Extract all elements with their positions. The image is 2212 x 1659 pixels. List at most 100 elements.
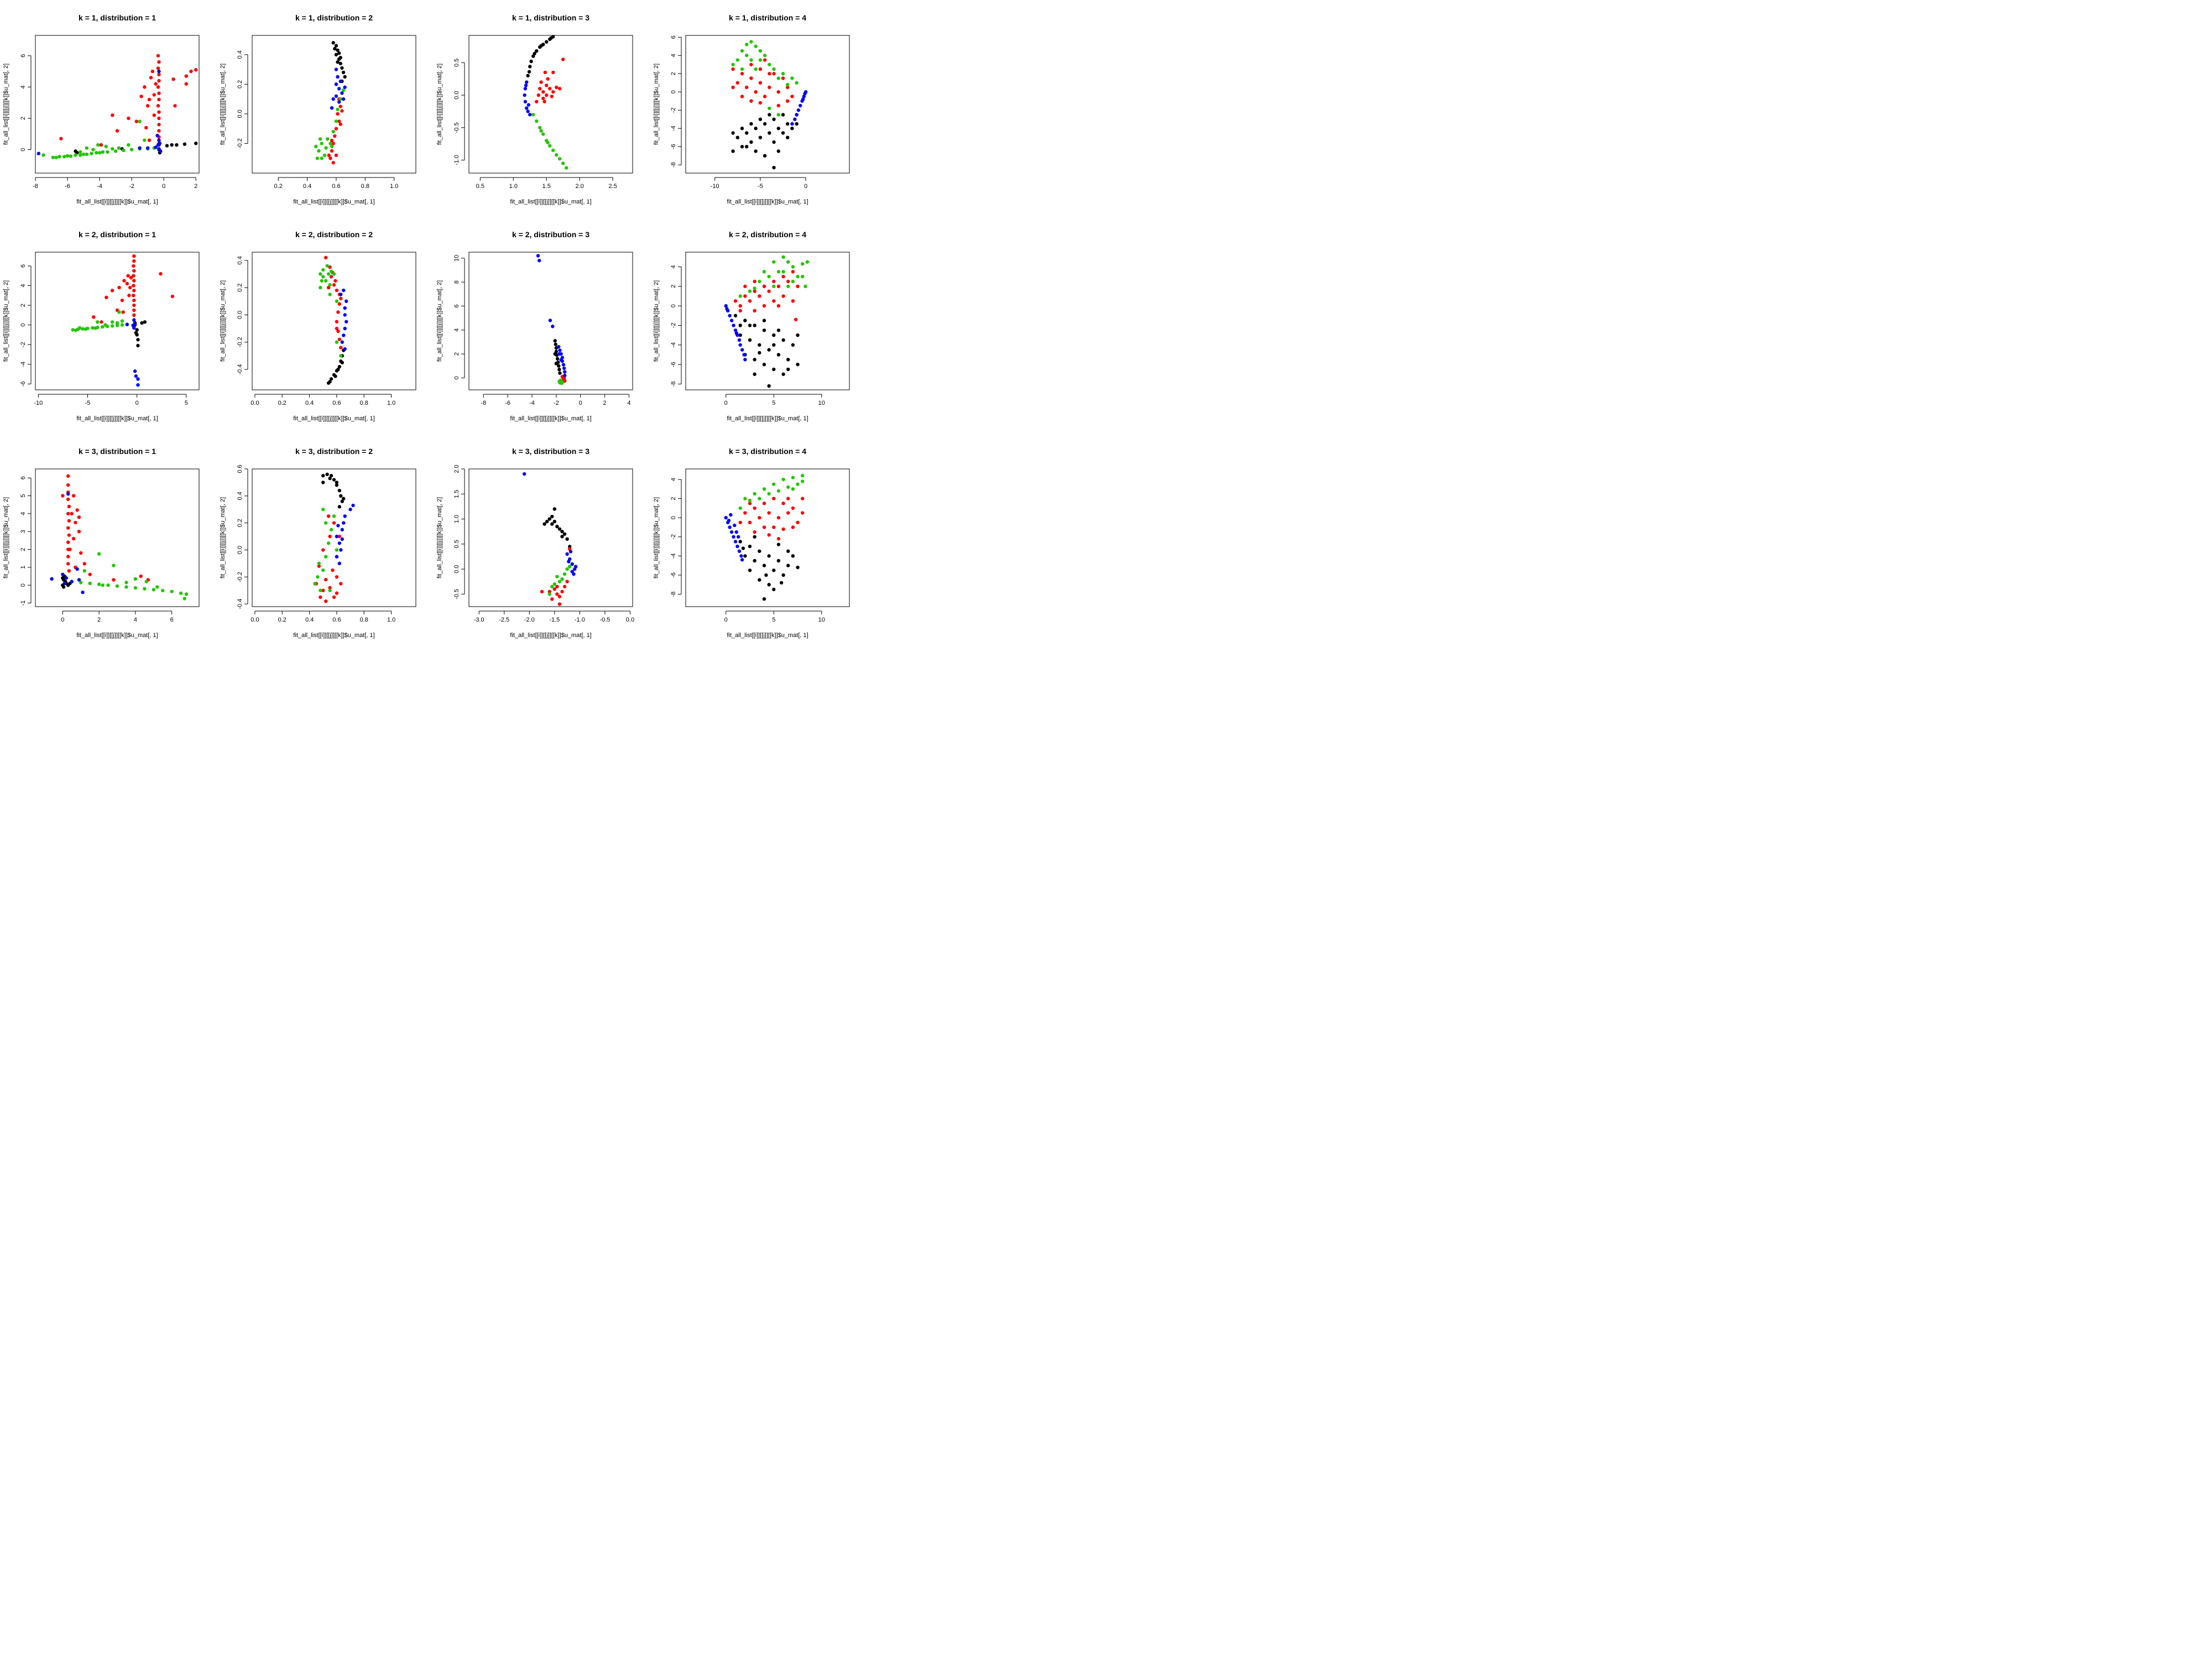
data-point [143,85,147,89]
data-point [66,474,70,478]
data-point [564,166,568,170]
data-point [791,299,795,303]
data-point [97,552,101,556]
data-point [768,62,771,66]
data-point [539,80,543,84]
data-point [740,72,744,76]
data-point [781,72,785,76]
data-point [560,529,564,534]
data-point [567,560,571,564]
data-point [753,506,757,510]
data-point [328,588,332,592]
data-point [338,79,342,84]
data-point [320,279,324,283]
data-point [744,85,749,90]
data-point [767,554,771,558]
data-point [157,72,161,76]
data-point [781,255,785,259]
y-axis-label: fit_all_list[[i]][[j]][[k]]$u_mat[, 2] [3,497,9,578]
data-point [93,326,97,330]
y-tick-label: 0.0 [453,91,460,99]
data-point [541,132,545,136]
panel-title: k = 3, distribution = 1 [79,447,156,456]
data-point [333,374,337,378]
data-point [157,79,161,83]
data-point [748,498,752,503]
data-point [111,147,114,151]
data-point [523,87,528,91]
data-point [157,138,161,142]
data-point [182,597,186,601]
data-point [563,373,567,378]
data-point [772,525,776,529]
data-point [561,363,566,367]
y-tick-label: -0.4 [237,599,243,609]
data-point [343,514,347,518]
data-point [785,82,790,87]
data-point [740,95,744,98]
data-point [799,103,802,108]
y-tick-label: 2 [20,547,27,551]
data-point [555,592,559,596]
data-point [342,497,346,500]
data-point [749,58,753,62]
data-point [317,564,321,568]
x-tick-label: 0.8 [360,400,368,406]
plot-frame [685,252,850,390]
series-2 [733,270,800,322]
x-tick-label: 2 [194,183,197,190]
data-point [333,46,337,51]
data-point [758,515,761,520]
data-point [768,113,771,117]
data-point [145,146,150,150]
y-tick-label: 4 [20,85,27,88]
data-point [157,91,161,95]
series-1 [553,339,562,375]
data-point [523,93,526,97]
data-point [335,534,339,539]
data-point [134,331,138,335]
data-point [732,535,735,539]
data-point [740,126,744,131]
data-point [321,275,325,279]
data-point [786,279,790,284]
data-point [336,60,340,64]
y-tick-label: -2 [670,534,677,540]
x-tick-label: -10 [34,400,43,406]
data-point [324,521,328,525]
data-point [758,294,761,298]
data-point [70,512,74,516]
data-point [132,254,136,258]
data-point [529,59,533,64]
data-point [740,144,744,149]
data-point [545,519,549,524]
data-point [335,555,339,559]
data-point [326,272,331,276]
data-point [733,540,738,544]
y-tick-label: -4 [20,362,27,367]
series-1 [526,35,555,78]
data-point [132,274,135,278]
data-point [170,294,175,299]
x-tick-label: -3.0 [474,617,484,623]
data-point [768,131,771,135]
x-tick-label: 0.2 [274,183,283,190]
data-point [731,67,735,71]
data-point [731,85,735,90]
series-2 [92,254,175,324]
series-3 [738,255,810,298]
data-point [340,91,344,95]
data-point [140,321,144,325]
data-point [101,583,105,587]
data-point [136,383,140,387]
data-point [125,281,129,286]
data-point [132,259,136,263]
data-point [740,348,744,352]
series-3 [70,552,189,601]
data-point [786,511,790,515]
y-tick-label: 0 [20,583,27,587]
data-point [161,588,165,593]
data-point [342,333,346,337]
data-point [754,149,758,153]
data-point [776,76,780,80]
